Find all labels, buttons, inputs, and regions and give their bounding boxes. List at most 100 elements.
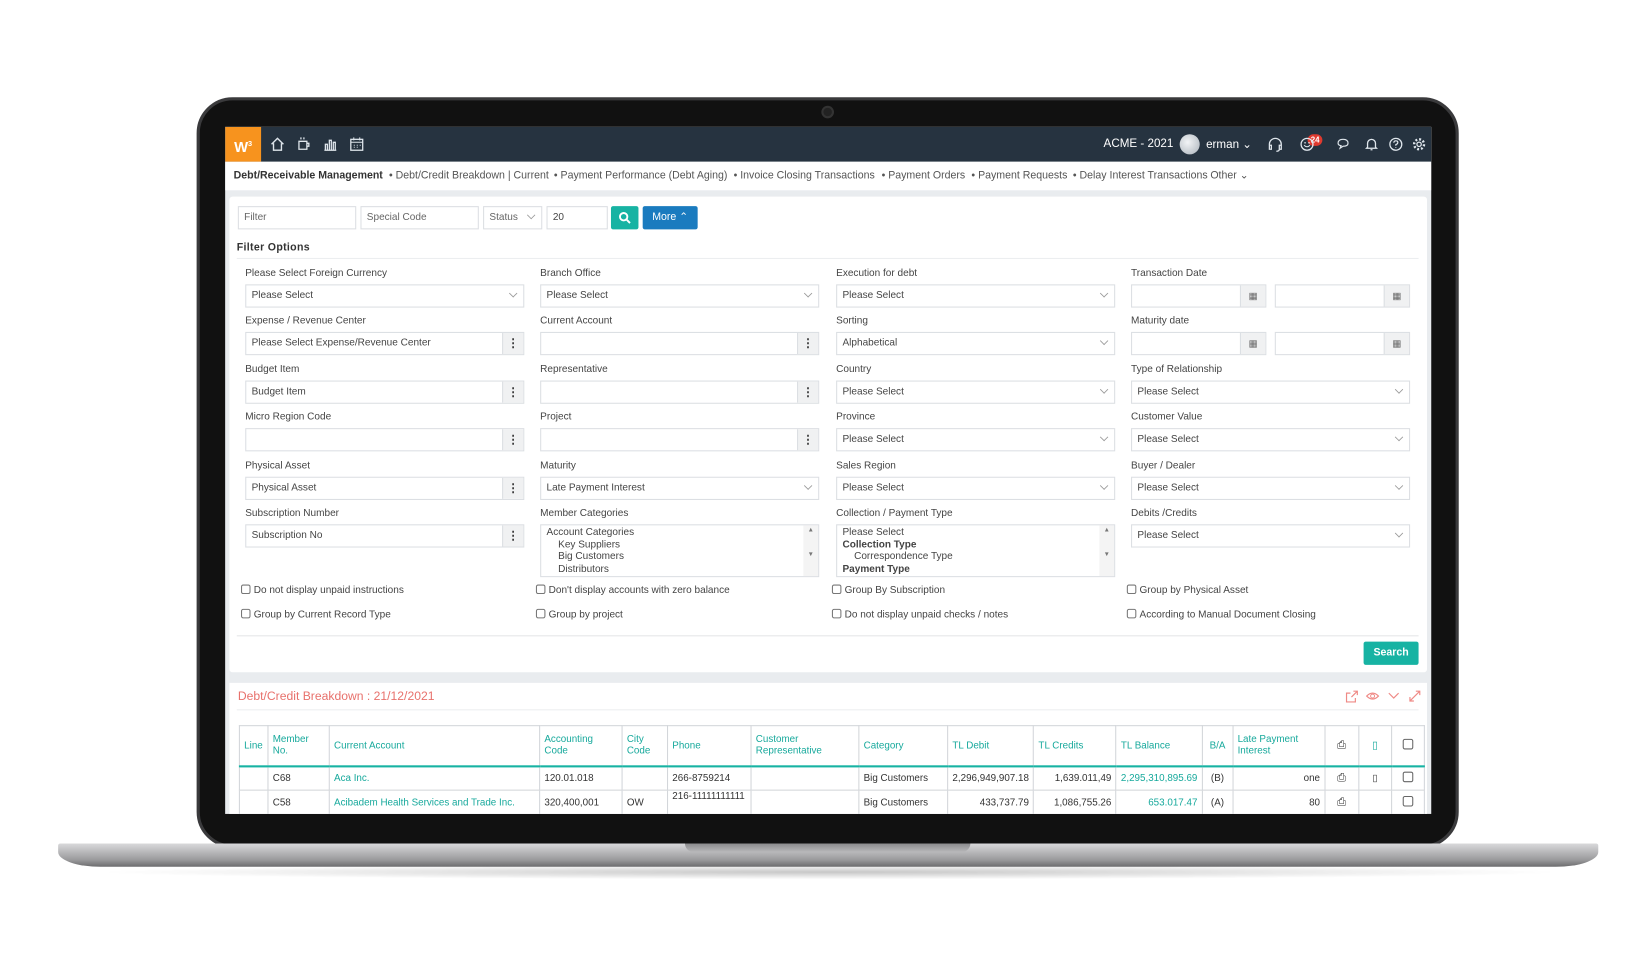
date-input[interactable]: ▦ (1131, 284, 1267, 308)
checkbox-box[interactable] (535, 584, 546, 595)
checkbox[interactable]: Group By Subscription (831, 584, 945, 596)
column-header[interactable]: Category (858, 725, 949, 767)
lookup-field[interactable]: ⋮ (245, 428, 525, 452)
list-option[interactable]: Collection Type (842, 538, 917, 551)
gear-icon[interactable] (1411, 136, 1427, 152)
list-option[interactable]: Distributors (558, 562, 609, 575)
column-header[interactable]: B/A (1201, 725, 1234, 767)
cell-current-account[interactable]: Aca Inc. (328, 765, 541, 791)
row-checkbox[interactable] (1390, 789, 1425, 814)
select-field[interactable]: Please Select (1131, 524, 1411, 548)
checkbox-box[interactable] (831, 608, 842, 619)
avatar[interactable] (1179, 134, 1200, 155)
multi-select-list[interactable]: Please Select Collection Type Corresponden… (836, 524, 1116, 578)
more-vertical-icon[interactable]: ⋮ (502, 477, 524, 499)
list-option[interactable]: Correspondence Type (854, 550, 953, 563)
select-field[interactable]: Please Select (836, 284, 1116, 308)
scrollbar[interactable]: ▲ ▼ (1099, 525, 1115, 577)
column-header[interactable]: Customer Representative (750, 725, 860, 767)
more-vertical-icon[interactable]: ⋮ (502, 429, 524, 451)
column-header[interactable]: Late Payment Interest (1232, 725, 1326, 767)
select-field[interactable]: Please Select (540, 284, 820, 308)
list-option[interactable]: Payment Type (842, 562, 910, 575)
list-option[interactable]: Big Customers (558, 550, 624, 563)
date-input[interactable]: ▦ (1274, 284, 1411, 308)
select-field[interactable]: Please Select (245, 284, 525, 308)
date-input[interactable]: ▦ (1131, 331, 1267, 356)
row-checkbox[interactable] (1390, 765, 1425, 791)
nav-other-menu[interactable]: Other ⌄ (1210, 170, 1248, 182)
multi-select-list[interactable]: Account Categories Key Suppliers Big Custo… (540, 524, 820, 578)
select-field[interactable]: Please Select (836, 380, 1116, 404)
status-select[interactable]: Status (483, 206, 543, 230)
lookup-field[interactable]: Subscription No ⋮ (245, 524, 525, 548)
calendar-icon[interactable]: ▦ (1239, 332, 1266, 355)
nav-item-6[interactable]: • Delay Interest Transactions (1073, 170, 1208, 182)
list-option[interactable]: Account Categories (546, 526, 635, 539)
select-field[interactable]: Late Payment Interest (540, 476, 820, 500)
checkbox[interactable]: Group by project (535, 608, 623, 620)
calendar-icon[interactable]: ▦ (1239, 285, 1266, 307)
expand-icon[interactable] (1408, 689, 1422, 703)
print-icon[interactable]: ⎙ (1324, 725, 1360, 767)
column-header[interactable]: TL Balance (1115, 725, 1203, 767)
more-vertical-icon[interactable]: ⋮ (502, 525, 524, 547)
checkbox-box[interactable] (1126, 608, 1137, 619)
list-option[interactable]: Key Suppliers (558, 538, 621, 551)
chat-icon[interactable] (1336, 136, 1352, 152)
checkbox-box[interactable] (831, 584, 842, 595)
select-field[interactable]: Please Select (1131, 380, 1411, 404)
lookup-field[interactable]: ⋮ (540, 331, 820, 356)
calendar-icon[interactable]: ▦ (1383, 285, 1410, 307)
checkbox-box[interactable] (241, 584, 251, 595)
nav-item-4[interactable]: • Payment Orders (882, 170, 966, 182)
more-vertical-icon[interactable]: ⋮ (797, 429, 819, 451)
column-header[interactable]: Member No. (267, 725, 330, 767)
select-field[interactable]: Alphabetical (836, 331, 1116, 356)
checkbox[interactable]: Group by Physical Asset (1126, 584, 1248, 596)
help-icon[interactable] (1388, 136, 1404, 152)
list-option[interactable]: Please Select (842, 526, 904, 539)
nav-item-1[interactable]: • Debt/Credit Breakdown | Current (389, 170, 549, 182)
tablet-icon[interactable]: ▯ (1358, 725, 1392, 767)
column-header[interactable]: City Code (621, 725, 669, 767)
table-row[interactable]: C68 Aca Inc. 120.01.018 266-8759214 Big Cust… (238, 765, 1425, 791)
lookup-field[interactable]: Please Select Expense/Revenue Center ⋮ (245, 331, 525, 356)
bell-icon[interactable] (1364, 136, 1380, 152)
column-header[interactable]: TL Debit (947, 725, 1035, 767)
nav-item-3[interactable]: • Invoice Closing Transactions (734, 170, 875, 182)
column-header[interactable]: TL Credits (1033, 725, 1117, 767)
column-header[interactable]: Accounting Code (539, 725, 623, 767)
checkbox[interactable]: Do not display unpaid checks / notes (831, 608, 1008, 620)
column-header[interactable]: Line (238, 725, 269, 767)
special-code-input[interactable]: Special Code (360, 206, 479, 230)
page-size-input[interactable]: 20 (546, 206, 608, 230)
cell-current-account[interactable]: Acibadem Health Services and Trade Inc. (328, 789, 541, 814)
company-selector[interactable]: ACME - 2021 (1103, 137, 1174, 151)
select-field[interactable]: Please Select (836, 428, 1116, 452)
lookup-field[interactable]: ⋮ (540, 428, 820, 452)
search-button[interactable]: Search (1363, 641, 1419, 665)
select-field[interactable]: Please Select (1131, 476, 1411, 500)
select-field[interactable]: Please Select (1131, 428, 1411, 452)
lookup-field[interactable]: Physical Asset ⋮ (245, 476, 525, 500)
app-logo[interactable]: W3 (225, 126, 262, 162)
print-icon[interactable]: ⎙ (1324, 789, 1360, 814)
checkbox[interactable]: According to Manual Document Closing (1126, 608, 1316, 620)
checkbox-box[interactable] (535, 608, 546, 619)
export-icon[interactable] (1345, 689, 1359, 703)
select-all-checkbox[interactable] (1390, 725, 1425, 767)
checkbox[interactable]: Group by Current Record Type (241, 608, 391, 620)
bar-chart-icon[interactable] (322, 136, 338, 152)
nav-item-5[interactable]: • Payment Requests (971, 170, 1067, 182)
lookup-field[interactable]: ⋮ (540, 380, 820, 404)
checkbox[interactable]: Don't display accounts with zero balance (535, 584, 730, 596)
calendar-icon[interactable] (349, 136, 365, 152)
checkbox-box[interactable] (1126, 584, 1137, 595)
chevron-down-icon[interactable] (1387, 689, 1401, 703)
scrollbar[interactable]: ▲ ▼ (803, 525, 819, 577)
column-header[interactable]: Current Account (328, 725, 541, 767)
smiley-icon[interactable] (1299, 136, 1315, 152)
lookup-field[interactable]: Budget Item ⋮ (245, 380, 525, 404)
search-icon-button[interactable] (610, 206, 639, 230)
